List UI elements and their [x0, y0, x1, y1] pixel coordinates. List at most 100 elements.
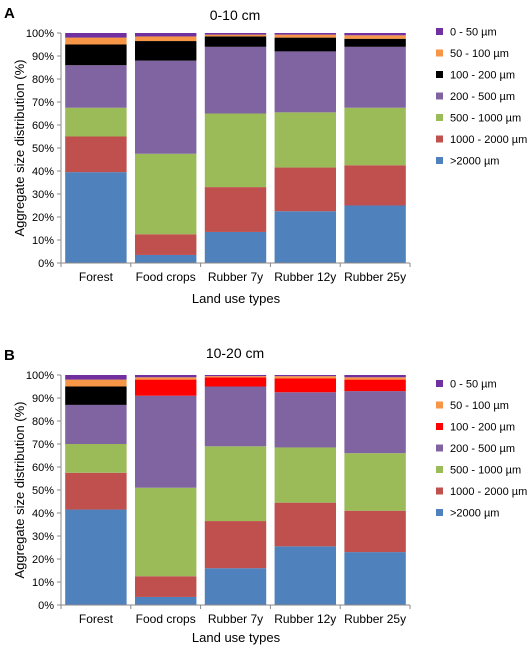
y-tick-label: 40%	[32, 508, 54, 520]
x-tick-label: Rubber 7y	[208, 270, 263, 284]
legend-label: 1000 - 2000 µm	[450, 134, 527, 146]
legend-label: 50 - 100 µm	[450, 400, 509, 412]
y-tick-label: 0%	[38, 258, 54, 270]
legend-label: 500 - 1000 µm	[450, 465, 521, 477]
legend-swatch	[436, 466, 443, 473]
y-tick-label: 30%	[32, 189, 54, 201]
legend-label: >2000 µm	[450, 508, 499, 520]
legend-swatch	[436, 380, 443, 387]
bar-segment	[274, 376, 337, 379]
bar-segment	[204, 446, 267, 522]
panel-a: A 0-10 cm Aggregate size distribution (%…	[4, 5, 527, 306]
legend-swatch	[436, 28, 443, 35]
bar-segment	[134, 254, 197, 263]
y-tick-label: 10%	[32, 235, 54, 247]
bar-segment	[344, 552, 406, 605]
bar-segment	[344, 377, 406, 380]
x-tick-label: Rubber 12y	[274, 612, 336, 626]
bar-segment	[134, 596, 197, 605]
legend-label: >2000 µm	[450, 156, 499, 168]
bar-segment	[65, 404, 127, 444]
bar-segment	[65, 65, 127, 108]
legend-swatch	[436, 487, 443, 495]
bar-segment	[204, 386, 267, 447]
bar-segment	[274, 546, 337, 605]
x-tick-label: Forest	[79, 270, 114, 284]
legend-label: 100 - 200 µm	[450, 422, 515, 434]
legend-label: 50 - 100 µm	[450, 48, 509, 60]
bar-segment	[65, 172, 127, 263]
bar-segment	[65, 472, 127, 510]
bar-segment	[204, 231, 267, 263]
plot-area	[65, 33, 406, 263]
x-tick-label: Forest	[79, 612, 114, 626]
y-tick-label: 80%	[32, 416, 54, 428]
legend-swatch	[436, 509, 443, 516]
bar-segment	[344, 107, 406, 166]
panel-letter: A	[4, 5, 15, 22]
bar-segment	[274, 392, 337, 448]
y-tick-label: 50%	[32, 143, 54, 155]
bar-segment	[134, 153, 197, 235]
bar-segment	[65, 44, 127, 66]
bar-segment	[65, 37, 127, 45]
bar-segment	[204, 377, 267, 387]
bar-segment	[274, 33, 337, 35]
bar-segment	[134, 395, 197, 488]
legend-swatch	[436, 423, 443, 430]
x-axis-label: Land use types	[192, 291, 281, 306]
legend-label: 0 - 50 µm	[450, 379, 497, 391]
bar-segment	[344, 391, 406, 454]
legend-swatch	[436, 157, 443, 164]
axes: Forest Food crops Rubber 7y Rubber 12y Rubbe…	[26, 28, 411, 284]
bar-segment	[204, 568, 267, 605]
y-tick-label: 30%	[32, 531, 54, 543]
bar-segment	[65, 375, 127, 380]
axes: Forest Food crops Rubber 7y Rubber 12y Rubbe…	[26, 370, 411, 626]
legend-swatch	[436, 92, 443, 100]
legend-label: 100 - 200 µm	[450, 70, 515, 82]
panel-letter: B	[4, 347, 15, 364]
panel-b: B 10-20 cm Aggregate size distribution (…	[4, 345, 527, 645]
bar-segment	[274, 502, 337, 547]
bar-segment	[344, 165, 406, 206]
bar-segment	[274, 37, 337, 52]
bar-segment	[344, 510, 406, 553]
y-tick-label: 20%	[32, 554, 54, 566]
bar-segment	[134, 576, 197, 597]
legend-swatch	[436, 71, 443, 78]
bar-segment	[134, 60, 197, 154]
bar-segment	[344, 35, 406, 39]
bar-segment	[274, 112, 337, 168]
legend: 0 - 50 µm 50 - 100 µm 100 - 200 µm 200 - 50…	[436, 27, 527, 168]
y-tick-label: 40%	[32, 166, 54, 178]
bar-segment	[274, 375, 337, 377]
legend: 0 - 50 µm 50 - 100 µm 100 - 200 µm 200 - 50…	[436, 379, 527, 520]
bar-segment	[204, 187, 267, 232]
bar-segment	[344, 33, 406, 36]
legend-swatch	[436, 444, 443, 452]
bar-segment	[134, 379, 197, 396]
bar-segment	[65, 33, 127, 38]
bar-segment	[344, 379, 406, 392]
bar-segment	[65, 386, 127, 405]
bar-segment	[344, 38, 406, 47]
y-tick-label: 100%	[26, 28, 54, 40]
bar-segment	[134, 36, 197, 42]
chart-title: 10-20 cm	[206, 345, 264, 361]
y-axis-label: Aggregate size distribution (%)	[12, 401, 27, 578]
bar-segment	[204, 375, 267, 377]
bar-segment	[204, 521, 267, 569]
bar-segment	[65, 136, 127, 173]
bar-segment	[274, 378, 337, 393]
y-tick-label: 60%	[32, 462, 54, 474]
y-tick-label: 20%	[32, 212, 54, 224]
bar-segment	[274, 167, 337, 212]
bar-segment	[134, 234, 197, 255]
y-tick-label: 100%	[26, 370, 54, 382]
legend-label: 0 - 50 µm	[450, 27, 497, 39]
bar-segment	[204, 33, 267, 35]
bar-segment	[134, 41, 197, 61]
bar-segment	[65, 379, 127, 387]
y-tick-label: 90%	[32, 393, 54, 405]
